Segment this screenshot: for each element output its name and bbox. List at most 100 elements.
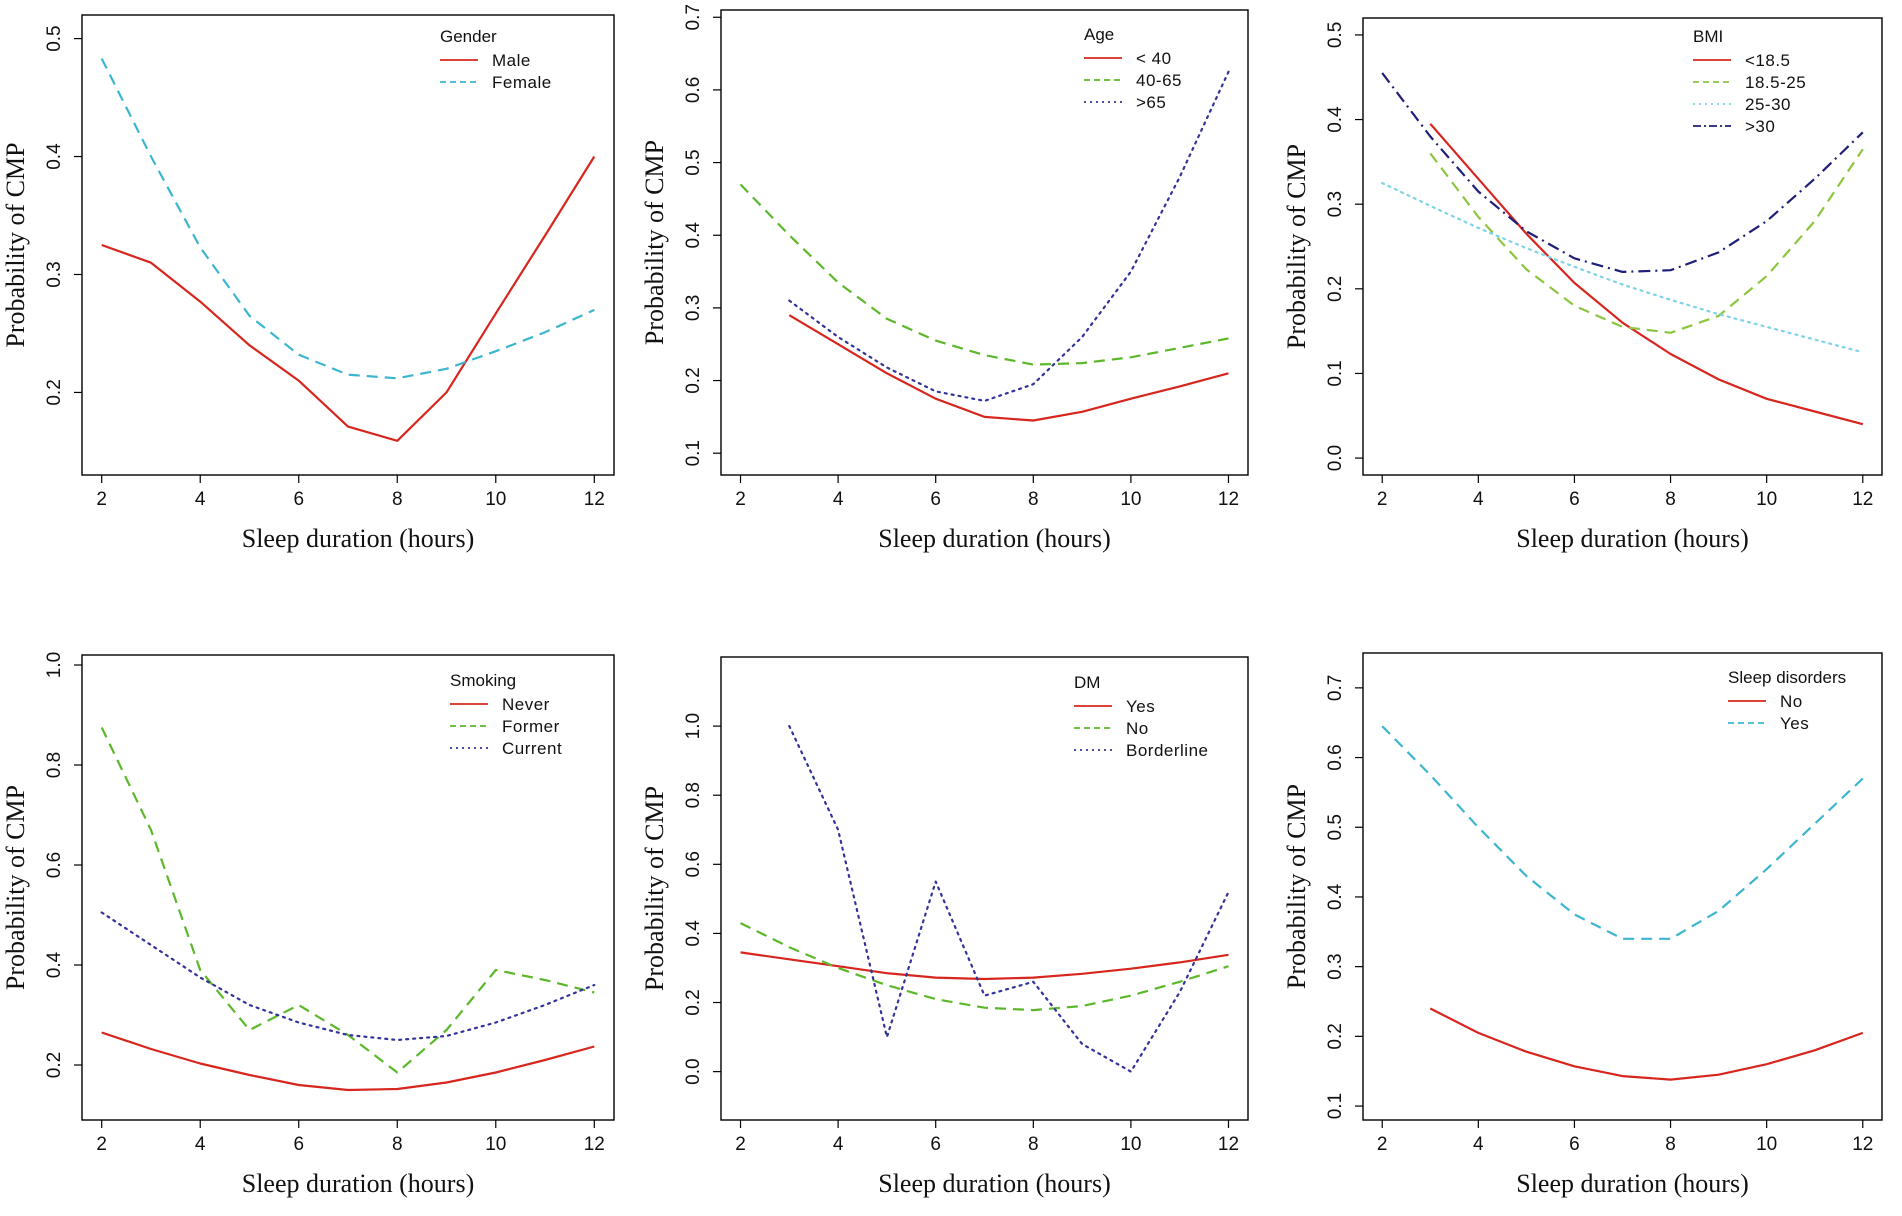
plot-frame: [1362, 17, 1883, 476]
x-tick-label: 4: [833, 489, 844, 510]
legend-label: Former: [502, 717, 560, 736]
series-line-40: [788, 314, 1229, 422]
legend-label: Yes: [1780, 714, 1809, 733]
series-line-18-5-25: [1429, 148, 1864, 334]
x-tick-label: 4: [833, 1134, 844, 1155]
legend-label: Borderline: [1126, 741, 1209, 760]
legend-title: Smoking: [450, 671, 516, 690]
y-tick-label: 0.8: [44, 752, 65, 778]
y-axis-title: Probability of CMP: [1282, 144, 1311, 349]
legend-label: 18.5-25: [1745, 73, 1806, 92]
y-tick-label: 0.4: [44, 951, 65, 978]
x-tick-label: 2: [96, 1134, 107, 1155]
y-tick-label: 0.0: [1325, 445, 1346, 471]
plot-frame: [1362, 652, 1883, 1121]
legend-label: Never: [502, 695, 550, 714]
x-axis-title: Sleep duration (hours): [242, 1169, 475, 1198]
y-axis-title: Probability of CMP: [1, 785, 30, 990]
series-line-no: [1429, 1007, 1864, 1081]
x-tick-label: 10: [1756, 1134, 1777, 1155]
y-axis-title: Probability of CMP: [640, 786, 669, 991]
legend-title: Gender: [440, 27, 497, 46]
y-tick-label: 0.3: [1325, 191, 1346, 217]
x-tick-label: 2: [1377, 1134, 1388, 1155]
y-tick-label: 0.6: [683, 77, 704, 103]
series-line-male: [101, 155, 596, 442]
x-tick-label: 12: [1218, 489, 1239, 510]
series-line-18-5: [1429, 123, 1864, 426]
x-tick-label: 2: [735, 1134, 746, 1155]
x-tick-label: 8: [1028, 1134, 1039, 1155]
legend-title: Age: [1084, 25, 1114, 44]
y-tick-label: 0.0: [683, 1058, 704, 1084]
y-tick-label: 0.6: [1325, 744, 1346, 770]
x-tick-label: 10: [485, 1134, 506, 1155]
series-line-yes: [1381, 725, 1864, 940]
legend: Sleep disorders No Yes: [1728, 668, 1846, 733]
x-tick-label: 12: [1852, 489, 1873, 510]
legend-title: BMI: [1693, 27, 1723, 46]
plot-frame: [81, 654, 615, 1121]
y-axis-title: Probability of CMP: [1282, 784, 1311, 989]
series-line-25-30: [1381, 181, 1864, 354]
x-tick-label: 4: [1473, 1134, 1484, 1155]
x-tick-label: 8: [392, 1134, 403, 1155]
x-tick-label: 12: [1852, 1134, 1873, 1155]
y-tick-label: 0.2: [683, 367, 704, 393]
x-tick-label: 8: [1665, 1134, 1676, 1155]
legend-label: No: [1780, 692, 1803, 711]
y-tick-label: 0.2: [44, 379, 65, 405]
y-tick-label: 0.1: [1325, 360, 1346, 386]
legend-title: Sleep disorders: [1728, 668, 1846, 687]
legend: Smoking Never Former Current: [450, 671, 562, 758]
y-tick-label: 0.5: [683, 149, 704, 175]
legend-label: Current: [502, 739, 562, 758]
legend-label: >30: [1745, 117, 1775, 136]
x-tick-label: 2: [735, 489, 746, 510]
y-axis-title: Probability of CMP: [640, 140, 669, 345]
legend-label: Male: [492, 51, 531, 70]
x-tick-label: 12: [1218, 1134, 1239, 1155]
legend-label: Female: [492, 73, 552, 92]
legend-label: < 40: [1136, 49, 1172, 68]
y-tick-label: 0.1: [683, 440, 704, 466]
x-tick-label: 2: [1377, 489, 1388, 510]
series-line-65: [788, 70, 1230, 402]
x-tick-label: 10: [1756, 489, 1777, 510]
chart-bmi: 2 4 6 8 10 12 0.0 0.1 0.2 0.3 0.4 0.5 Sleep duration…: [1282, 17, 1883, 553]
x-tick-label: 8: [1665, 489, 1676, 510]
y-tick-label: 0.5: [1325, 814, 1346, 840]
chart-gender: 2 4 6 8 10 12 0.2 0.3 0.4 0.5 Sleep duration (hour…: [1, 14, 615, 553]
y-tick-label: 0.2: [1325, 276, 1346, 302]
x-axis-title: Sleep duration (hours): [878, 524, 1111, 553]
series-line-never: [101, 1031, 595, 1092]
x-axis-title: Sleep duration (hours): [242, 524, 475, 553]
x-tick-label: 6: [1569, 489, 1580, 510]
series-line-30: [1381, 72, 1864, 273]
legend: Age < 40 40-65 >65: [1084, 25, 1182, 112]
legend: BMI <18.5 18.5-25 25-30 >30: [1693, 27, 1806, 136]
series-line-female: [100, 58, 595, 380]
x-tick-label: 6: [930, 1134, 941, 1155]
legend-label: >65: [1136, 93, 1166, 112]
y-tick-label: 0.6: [683, 851, 704, 877]
x-tick-label: 8: [1028, 489, 1039, 510]
x-tick-label: 4: [195, 489, 206, 510]
chart-age: 2 4 6 8 10 12 0.1 0.2 0.3 0.4 0.5 0.6 0.7 Sleep durat…: [640, 4, 1249, 553]
legend-label: Yes: [1126, 697, 1155, 716]
legend-label: 40-65: [1136, 71, 1182, 90]
x-tick-label: 6: [293, 489, 304, 510]
legend-label: 25-30: [1745, 95, 1791, 114]
legend-label: No: [1126, 719, 1149, 738]
x-tick-label: 12: [584, 1134, 605, 1155]
plot-frame: [720, 9, 1249, 476]
y-tick-label: 0.5: [1325, 22, 1346, 48]
y-axis-title: Probability of CMP: [1, 142, 30, 347]
y-tick-label: 0.7: [1325, 675, 1346, 701]
x-tick-label: 2: [96, 489, 107, 510]
y-tick-label: 1.0: [683, 713, 704, 739]
y-tick-label: 0.5: [44, 25, 65, 51]
x-tick-label: 6: [293, 1134, 304, 1155]
x-tick-label: 6: [930, 489, 941, 510]
legend: DM Yes No Borderline: [1074, 673, 1209, 760]
